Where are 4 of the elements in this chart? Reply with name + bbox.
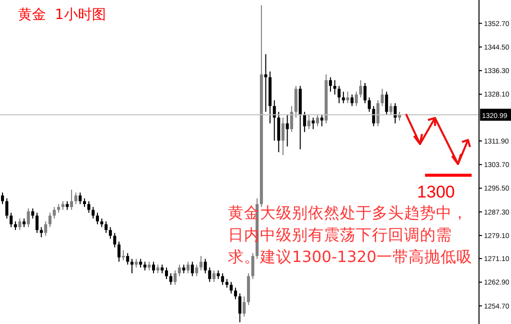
candlestick — [122, 250, 125, 260]
ref-line-label: 1300 — [417, 182, 455, 202]
text: 黄金 1小时图 — [18, 6, 106, 24]
candlestick — [264, 54, 268, 112]
